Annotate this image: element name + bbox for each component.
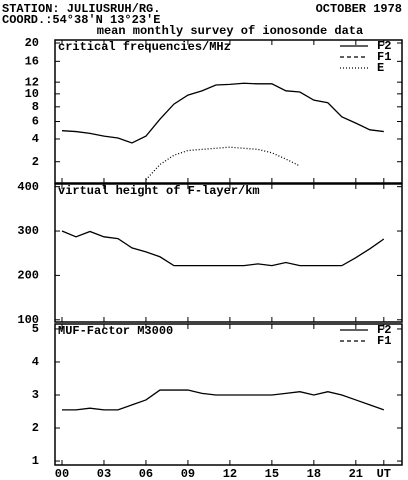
y-tick-label: 2 (32, 421, 39, 435)
y-tick-label: 10 (25, 87, 39, 101)
y-tick-label: 400 (17, 180, 39, 194)
x-tick-label: 21 (349, 467, 363, 480)
series-line (61, 82, 384, 144)
y-tick-label: 4 (32, 132, 39, 146)
series-line (145, 146, 301, 181)
subtitle: mean monthly survey of ionosonde data (97, 24, 363, 38)
panel-title: critical frequencies/MHz (58, 40, 231, 54)
y-tick-label: 2 (32, 155, 39, 169)
x-tick-label: 03 (97, 467, 111, 480)
y-tick-label: 4 (32, 355, 39, 369)
legend-label: F2 (377, 323, 391, 337)
y-tick-label: 5 (32, 322, 39, 336)
x-tick-label: 06 (139, 467, 153, 480)
series-line (61, 230, 385, 267)
y-tick-label: 16 (25, 55, 39, 69)
coord: COORD.:54°38'N 13°23'E (2, 13, 160, 27)
panel-title: MUF-Factor M3000 (58, 324, 173, 338)
legend-label: E (377, 61, 384, 75)
series-line (61, 389, 385, 411)
panel-frame (54, 183, 403, 323)
legend-label: F2 (377, 39, 391, 53)
y-tick-label: 8 (32, 100, 39, 114)
panel-frame (54, 39, 403, 184)
legend-label: F1 (377, 50, 391, 64)
y-tick-label: 200 (17, 269, 39, 283)
legend-label: F1 (377, 334, 391, 348)
month: OCTOBER 1978 (316, 2, 402, 16)
y-tick-label: 3 (32, 388, 39, 402)
y-tick-label: 300 (17, 224, 39, 238)
x-tick-label: UT (377, 467, 391, 480)
x-tick-label: 00 (55, 467, 69, 480)
panel-title: virtual height of F-layer/km (58, 184, 260, 198)
x-tick-label: 12 (223, 467, 237, 480)
y-tick-label: 6 (32, 115, 39, 129)
x-tick-label: 15 (265, 467, 279, 480)
y-tick-label: 1 (32, 454, 39, 468)
y-tick-label: 100 (17, 313, 39, 327)
y-tick-label: 20 (25, 36, 39, 50)
x-tick-label: 09 (181, 467, 195, 480)
y-tick-label: 12 (25, 75, 39, 89)
station: STATION: JULIUSRUH/RG. (2, 2, 160, 16)
x-tick-label: 18 (307, 467, 321, 480)
